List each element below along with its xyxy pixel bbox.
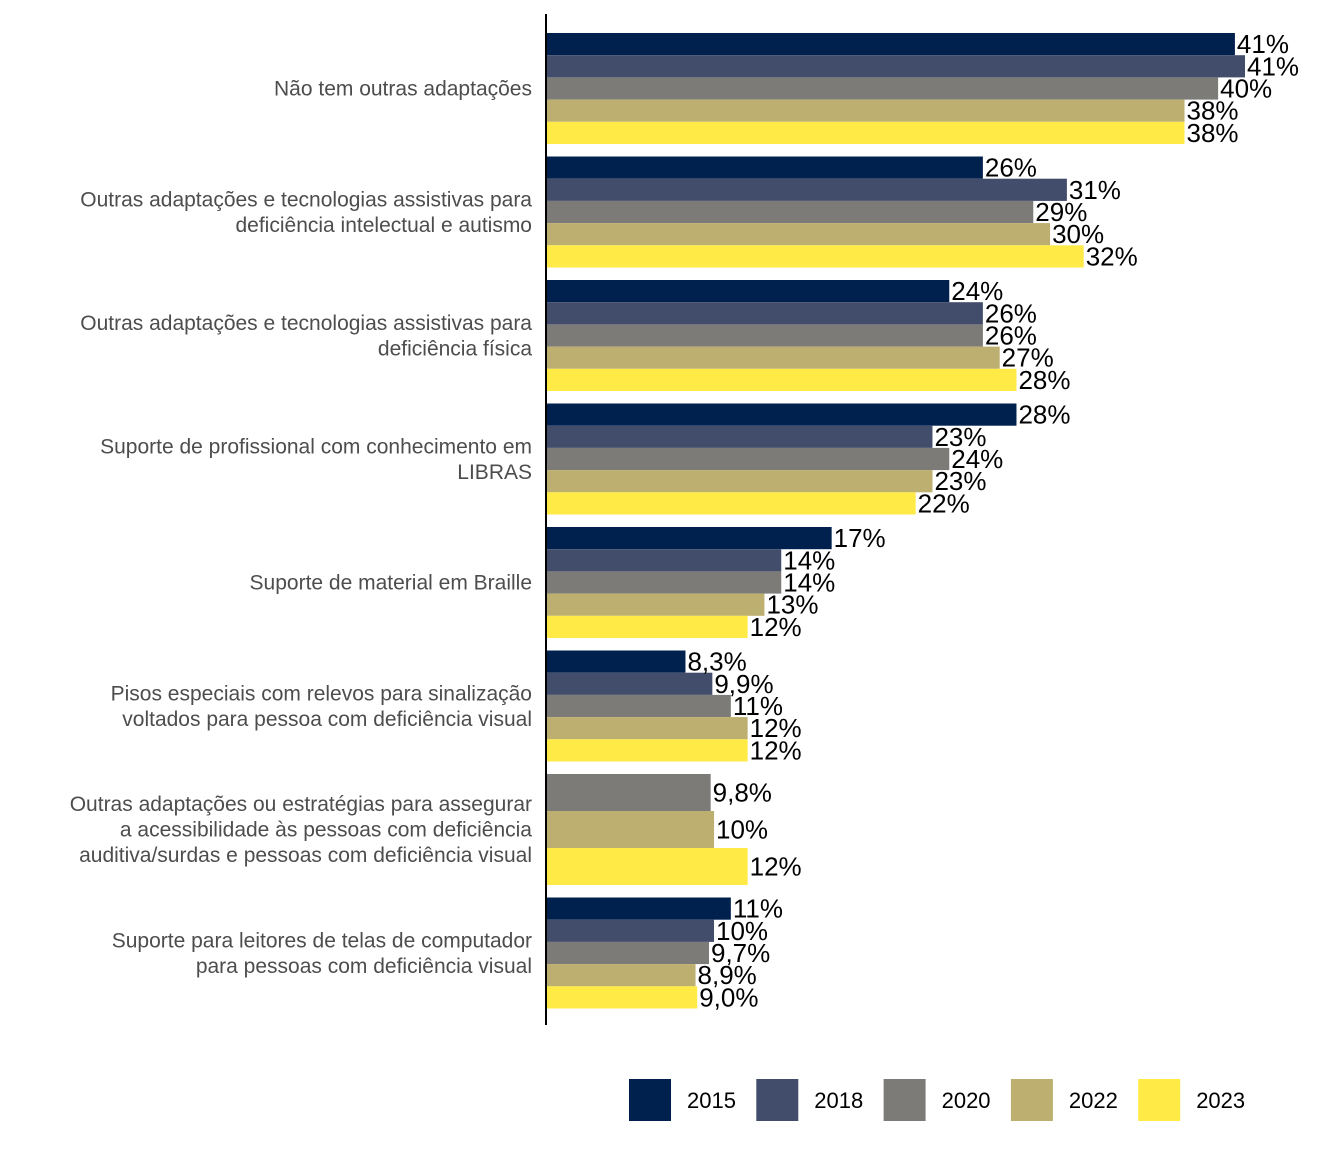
legend-swatch-2018 [756, 1079, 799, 1121]
category-label-5: Pisos especiais com relevos para sinaliz… [111, 682, 532, 731]
value-label-2023-cat-0: 38% [1187, 118, 1239, 148]
bar-2015-cat-1 [546, 156, 983, 179]
value-label-2022-cat-2: 27% [1002, 343, 1054, 373]
value-label-2015-cat-7: 11% [733, 894, 783, 924]
value-label-2018-cat-5: 9,9% [714, 669, 773, 699]
bar-2022-cat-5 [546, 717, 748, 740]
bar-2023-cat-5 [546, 739, 748, 762]
value-label-2022-cat-4: 13% [766, 590, 818, 620]
bar-2018-cat-4 [546, 549, 782, 572]
value-label-2018-cat-1: 31% [1069, 175, 1121, 205]
value-label-2015-cat-0: 41% [1237, 29, 1289, 59]
category-label-0: Não tem outras adaptações [274, 78, 532, 101]
value-labels-layer: 41%41%40%38%38%26%31%29%30%32%24%26%26%2… [687, 29, 1299, 1012]
value-label-2020-cat-7: 9,7% [711, 938, 770, 968]
legend-label-2023: 2023 [1196, 1088, 1245, 1113]
value-label-2023-cat-4: 12% [750, 612, 802, 642]
bar-2020-cat-6 [546, 774, 711, 811]
value-label-2020-cat-6: 9,8% [713, 778, 772, 808]
bar-2022-cat-0 [546, 99, 1185, 122]
category-label-7: Suporte para leitores de telas de comput… [112, 929, 532, 978]
bar-2015-cat-7 [546, 897, 731, 920]
category-label-1: Outras adaptações e tecnologias assistiv… [80, 188, 532, 237]
bar-2023-cat-2 [546, 368, 1017, 391]
value-label-2018-cat-2: 26% [985, 298, 1037, 328]
value-label-2015-cat-5: 8,3% [687, 647, 746, 677]
value-label-2020-cat-4: 14% [783, 568, 835, 598]
value-label-2020-cat-5: 11% [733, 691, 783, 721]
value-label-2023-cat-5: 12% [750, 735, 802, 765]
legend-label-2020: 2020 [942, 1088, 991, 1113]
legend-swatch-2023 [1138, 1079, 1181, 1121]
bar-2023-cat-4 [546, 615, 748, 638]
category-label-6: Outras adaptações ou estratégias para as… [70, 793, 533, 867]
value-label-2022-cat-7: 8,9% [698, 960, 757, 990]
legend-swatch-2022 [1010, 1079, 1053, 1121]
value-label-2015-cat-4: 17% [834, 523, 886, 553]
value-label-2020-cat-2: 26% [985, 321, 1037, 351]
value-label-2022-cat-6: 10% [716, 815, 768, 845]
category-labels-layer: Não tem outras adaptações Outras adaptaçõ… [70, 78, 533, 978]
value-label-2023-cat-1: 32% [1086, 241, 1138, 271]
bar-2018-cat-3 [546, 425, 933, 448]
category-label-3: Suporte de profissional com conhecimento… [100, 435, 532, 484]
bar-2015-cat-2 [546, 280, 950, 303]
value-label-2020-cat-1: 29% [1035, 197, 1087, 227]
bar-2018-cat-0 [546, 55, 1245, 78]
value-label-2020-cat-3: 24% [951, 444, 1003, 474]
legend-label-2015: 2015 [687, 1088, 736, 1113]
value-label-2022-cat-0: 38% [1187, 96, 1239, 126]
legend-label-2022: 2022 [1069, 1088, 1118, 1113]
bar-2020-cat-2 [546, 324, 983, 347]
legend: 2015 2018 2020 2022 2023 [629, 1079, 1245, 1121]
bar-2022-cat-4 [546, 593, 765, 616]
bar-2023-cat-6 [546, 848, 748, 885]
bar-2015-cat-4 [546, 527, 832, 550]
category-label-4: Suporte de material em Braille [250, 572, 532, 595]
bar-2022-cat-2 [546, 346, 1000, 369]
bar-2020-cat-3 [546, 447, 950, 471]
legend-swatch-2020 [883, 1079, 926, 1121]
value-label-2018-cat-7: 10% [716, 916, 768, 946]
value-label-2018-cat-0: 41% [1247, 51, 1299, 81]
category-label-2: Outras adaptações e tecnologias assistiv… [80, 312, 532, 361]
value-label-2020-cat-0: 40% [1220, 74, 1272, 104]
value-label-2018-cat-3: 23% [934, 422, 986, 452]
bar-2020-cat-4 [546, 571, 782, 594]
bar-2015-cat-3 [546, 403, 1017, 426]
value-label-2015-cat-2: 24% [951, 276, 1003, 306]
bar-2020-cat-5 [546, 694, 731, 718]
bar-2023-cat-3 [546, 492, 916, 515]
value-label-2018-cat-4: 14% [783, 545, 835, 575]
value-label-2022-cat-3: 23% [934, 466, 986, 496]
bar-2022-cat-6 [546, 811, 715, 848]
legend-label-2018: 2018 [814, 1088, 863, 1113]
value-label-2022-cat-5: 12% [750, 713, 802, 743]
bar-2020-cat-1 [546, 200, 1034, 224]
bars-layer [546, 33, 1245, 1009]
value-label-2023-cat-2: 28% [1018, 365, 1070, 395]
bar-2023-cat-0 [546, 121, 1185, 144]
value-label-2015-cat-3: 28% [1018, 400, 1070, 430]
value-label-2023-cat-3: 22% [918, 488, 970, 518]
bar-2020-cat-7 [546, 941, 709, 965]
value-label-2015-cat-1: 26% [985, 153, 1037, 183]
bar-2022-cat-3 [546, 470, 933, 493]
bar-2023-cat-7 [546, 986, 698, 1009]
bar-2020-cat-0 [546, 77, 1219, 100]
bar-2022-cat-7 [546, 964, 696, 987]
legend-swatch-2015 [629, 1079, 671, 1121]
value-label-2023-cat-7: 9,0% [699, 982, 758, 1012]
bar-2023-cat-1 [546, 245, 1084, 268]
bar-2018-cat-5 [546, 672, 713, 695]
bar-2018-cat-1 [546, 178, 1067, 201]
bar-2015-cat-5 [546, 650, 686, 673]
bar-2018-cat-7 [546, 919, 715, 942]
value-label-2022-cat-1: 30% [1052, 219, 1104, 249]
bar-2022-cat-1 [546, 223, 1051, 246]
bar-2018-cat-2 [546, 302, 983, 325]
value-label-2023-cat-6: 12% [750, 852, 802, 882]
bar-2015-cat-0 [546, 33, 1235, 56]
